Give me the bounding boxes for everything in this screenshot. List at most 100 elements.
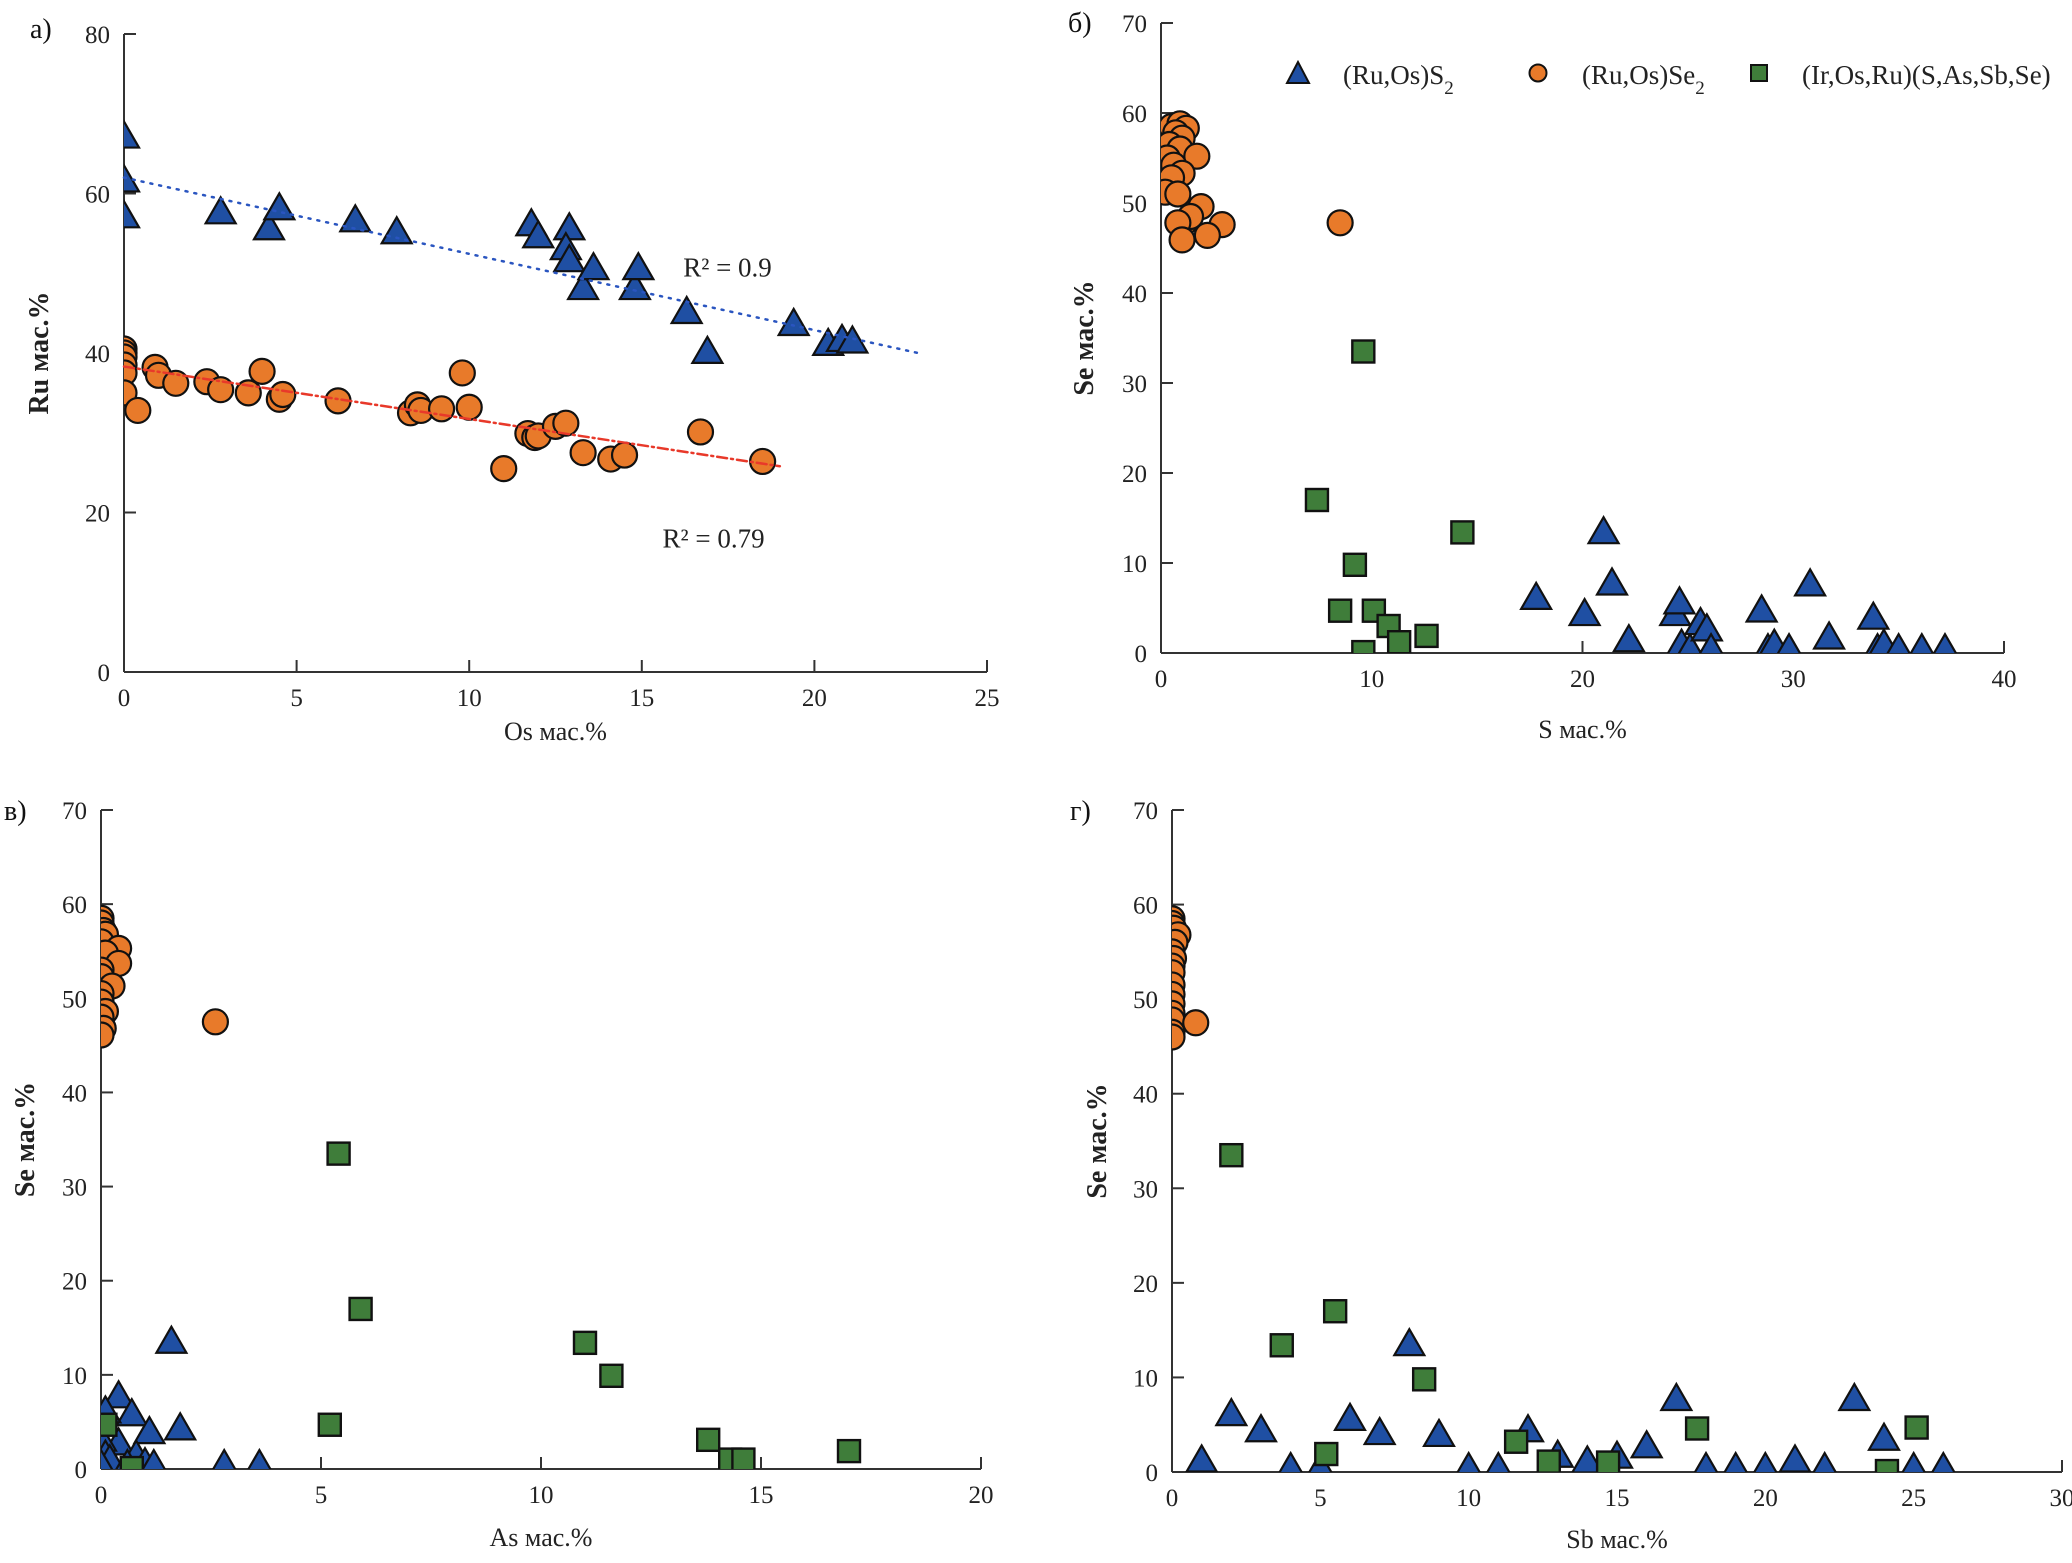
- data-point-circle: [1326, 209, 1354, 237]
- data-point-circle: [234, 379, 262, 407]
- data-point-triangle: [1856, 600, 1891, 630]
- data-point-triangle: [163, 1411, 198, 1441]
- data-point-triangle: [690, 334, 725, 364]
- data-point-triangle: [669, 294, 704, 325]
- legend-item-iros: (Ir,Os,Ru)(S,As,Sb,Se): [1750, 60, 2051, 90]
- data-point-circle: [686, 418, 715, 446]
- legend-label: (Ru,Os)S2: [1343, 60, 1454, 99]
- plot-area: [1161, 110, 1958, 653]
- data-point-triangle: [621, 250, 656, 281]
- data-point-circle: [124, 396, 152, 425]
- data-point-square: [326, 1141, 351, 1166]
- legend-item-ruos_s2: (Ru,Os)S2: [1285, 59, 1454, 99]
- data-point-square: [696, 1427, 721, 1453]
- data-point-square: [119, 1455, 145, 1469]
- data-point-circle: [1168, 226, 1196, 254]
- y-tick-label: 40: [85, 341, 110, 368]
- legend-item-ruos_se2: (Ru,Os)Se2: [1528, 60, 1705, 99]
- data-point-square: [101, 1412, 118, 1437]
- data-point-square: [1874, 1458, 1900, 1472]
- x-tick-label: 10: [457, 685, 482, 712]
- x-tick-label: 25: [975, 685, 1000, 712]
- data-point-circle: [1182, 1009, 1210, 1037]
- data-point-square: [731, 1447, 756, 1469]
- data-point-triangle: [1662, 585, 1697, 615]
- data-point-circle: [162, 369, 190, 397]
- data-point-triangle: [114, 1397, 149, 1427]
- data-point-triangle: [1595, 566, 1629, 596]
- data-point-triangle: [1629, 1429, 1664, 1459]
- y-tick-label: 40: [1133, 1082, 1158, 1109]
- data-point-circle: [101, 1021, 115, 1049]
- y-tick-label: 0: [98, 660, 111, 687]
- data-point-square: [1536, 1449, 1561, 1472]
- data-point-triangle: [1214, 1396, 1249, 1427]
- data-point-triangle: [521, 219, 556, 249]
- data-point-square: [1351, 639, 1376, 653]
- data-point-square: [1351, 339, 1376, 364]
- data-point-triangle: [1362, 1415, 1397, 1446]
- y-tick-label: 80: [85, 22, 110, 49]
- data-point-circle: [1183, 142, 1211, 170]
- y-tick-label: 20: [85, 501, 110, 528]
- y-tick-label: 0: [1146, 1460, 1159, 1487]
- data-point-square: [1342, 552, 1368, 577]
- data-point-circle: [490, 455, 518, 483]
- series-ruos_se2: [124, 335, 777, 483]
- x-tick-label: 20: [969, 1482, 994, 1509]
- r-squared-label: R² = 0.79: [663, 524, 765, 554]
- data-point-triangle: [1837, 1381, 1872, 1412]
- data-point-circle: [569, 439, 597, 467]
- x-axis-title: S мас.%: [1538, 715, 1626, 744]
- x-axis-title: Os мас.%: [504, 717, 607, 746]
- data-point-circle: [427, 395, 456, 423]
- data-point-triangle: [1333, 1401, 1367, 1431]
- data-point-triangle: [552, 211, 587, 241]
- plot-area: [1172, 905, 1956, 1472]
- y-axis-title: Se мас.%: [1069, 280, 1100, 395]
- x-tick-label: 5: [315, 1482, 328, 1509]
- y-tick-label: 50: [1122, 191, 1147, 218]
- data-point-triangle: [1422, 1417, 1456, 1448]
- y-tick-label: 20: [1122, 461, 1147, 488]
- trendline-ruos-s2: [122, 176, 920, 355]
- data-point-triangle: [1793, 567, 1828, 597]
- legend-label: (Ir,Os,Ru)(S,As,Sb,Se): [1802, 60, 2051, 90]
- data-point-square: [1304, 487, 1330, 513]
- x-tick-label: 40: [1992, 666, 2017, 693]
- data-point-triangle: [1723, 1450, 1748, 1472]
- trendline-ruos-se2: [122, 365, 782, 468]
- data-point-square: [1269, 1333, 1294, 1358]
- data-point-triangle: [576, 250, 611, 281]
- panel-label: а): [30, 14, 52, 45]
- data-point-triangle: [1901, 1450, 1926, 1472]
- x-tick-label: 5: [290, 685, 303, 712]
- x-tick-label: 0: [118, 685, 131, 712]
- panel-label: б): [1068, 8, 1092, 39]
- data-point-triangle: [1932, 631, 1958, 653]
- data-point-triangle: [124, 199, 141, 229]
- y-tick-label: 60: [1133, 893, 1158, 920]
- panel-label: г): [1070, 796, 1091, 827]
- data-point-triangle: [1611, 622, 1646, 653]
- data-point-triangle: [124, 163, 141, 193]
- data-point-square: [1411, 1367, 1437, 1392]
- data-point-triangle: [1567, 596, 1602, 627]
- data-point-square: [1327, 598, 1353, 623]
- data-point-triangle: [1693, 1450, 1719, 1472]
- data-point-triangle: [338, 203, 373, 233]
- data-point-triangle: [1812, 620, 1846, 650]
- y-axis-title: Ru мас.%: [24, 291, 55, 414]
- data-point-triangle: [1776, 631, 1802, 653]
- data-point-triangle: [1812, 1450, 1837, 1472]
- y-axis-title: Se мас.%: [10, 1082, 41, 1197]
- panel-b: б) 0 10 20 30 40 50 60 70 0 10 20 30 40 S мас.% Se мас.…: [1068, 8, 2017, 744]
- y-tick-label: 30: [62, 1175, 87, 1202]
- data-point-circle: [448, 359, 476, 387]
- x-tick-label: 5: [1314, 1485, 1327, 1512]
- plot-area: [124, 119, 870, 483]
- data-point-circle: [455, 393, 483, 421]
- data-point-triangle: [1931, 1450, 1956, 1472]
- data-point-triangle: [1244, 1413, 1278, 1443]
